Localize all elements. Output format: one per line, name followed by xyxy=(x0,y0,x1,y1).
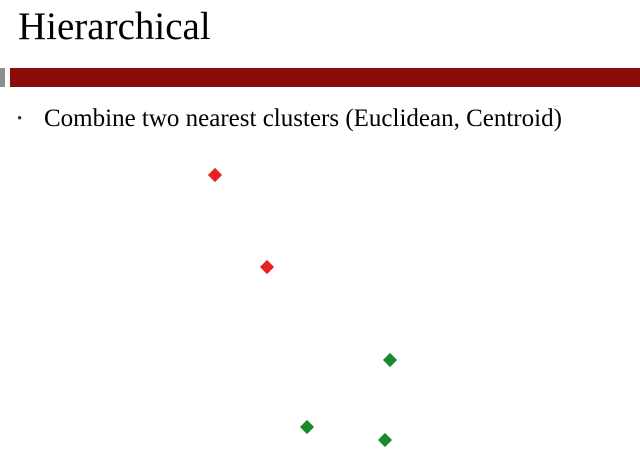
bullet-marker: • xyxy=(17,111,23,127)
data-point-green-3 xyxy=(377,432,393,448)
data-point-green-2 xyxy=(299,419,315,435)
title-rule-tab xyxy=(0,68,5,87)
data-point-green-1 xyxy=(382,352,398,368)
data-point-red-2 xyxy=(259,259,275,275)
data-point-red-1 xyxy=(207,167,223,183)
bullet-item: • Combine two nearest clusters (Euclidean… xyxy=(17,104,562,134)
slide-title: Hierarchical xyxy=(18,5,211,48)
title-rule xyxy=(10,68,640,87)
bullet-text: Combine two nearest clusters (Euclidean,… xyxy=(44,105,562,132)
